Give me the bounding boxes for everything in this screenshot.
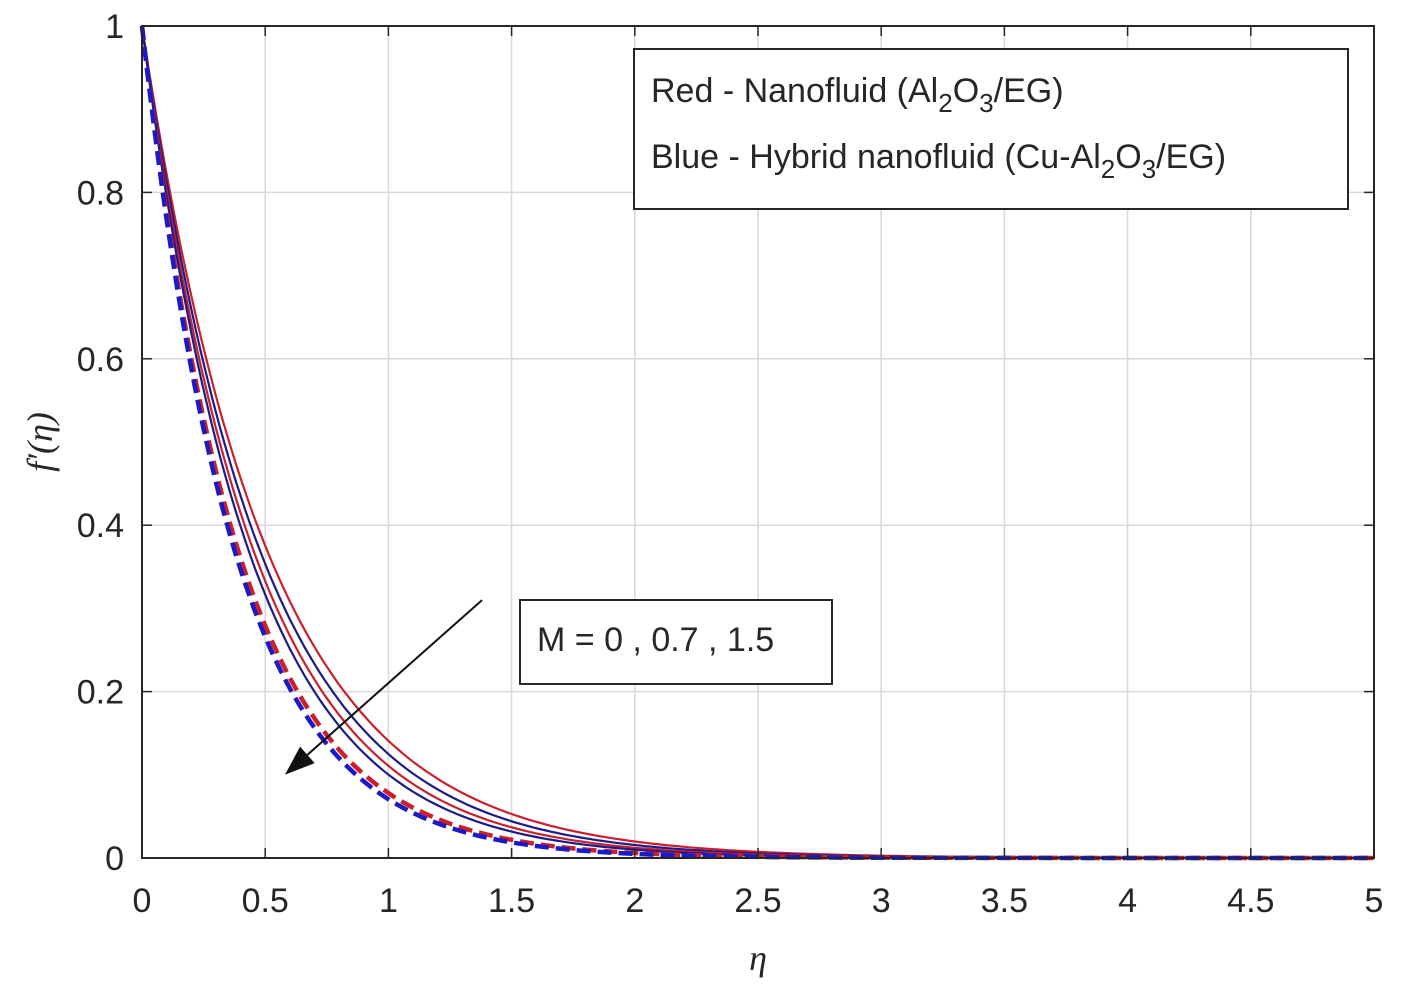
legend-entry-red: Red - Nanofluid (Al2O3/EG) (651, 72, 1064, 118)
legend-box (633, 48, 1349, 210)
legend-blue-suffix: /EG) (1156, 138, 1226, 176)
y-axis-label: f′(η) (20, 412, 60, 472)
y-tick-label: 0.4 (77, 507, 124, 545)
legend-blue-sub1: 2 (1101, 154, 1115, 184)
annotation-arrow (306, 599, 483, 756)
y-tick-label: 0.2 (77, 674, 124, 712)
legend-red-suffix: /EG) (994, 72, 1064, 110)
legend-red-sub1: 2 (938, 88, 952, 118)
x-tick-label: 4.5 (1227, 882, 1274, 920)
annotation-box (519, 599, 833, 685)
x-tick-label: 4 (1118, 882, 1137, 920)
legend-entry-blue: Blue - Hybrid nanofluid (Cu-Al2O3/EG) (651, 138, 1226, 184)
legend-blue-prefix: Blue - Hybrid nanofluid (Cu-Al (651, 138, 1101, 176)
y-tick-label: 0.8 (77, 174, 124, 212)
x-tick-label: 1.5 (488, 882, 535, 920)
x-tick-label: 5 (1365, 882, 1384, 920)
x-tick-label: 3.5 (981, 882, 1028, 920)
annotation: M = 0 , 0.7 , 1.5 (284, 599, 833, 775)
y-tick-label: 0 (105, 840, 124, 878)
y-tick-label: 0.6 (77, 341, 124, 379)
x-axis-label: η (749, 938, 767, 978)
legend-red-prefix: Red - Nanofluid (Al (651, 72, 938, 110)
annotation-arrowhead (284, 746, 315, 775)
x-tick-label: 3 (872, 882, 891, 920)
x-tick-label: 2 (625, 882, 644, 920)
legend: Red - Nanofluid (Al2O3/EG) Blue - Hybrid… (633, 48, 1349, 210)
x-tick-label: 2.5 (734, 882, 781, 920)
ticks: 0 0.5 1 1.5 2 2.5 3 3.5 4 4.5 5 0 0.2 0.4 0.6 0.8 1 (77, 8, 1384, 920)
legend-blue-mid: O (1115, 138, 1141, 176)
x-tick-label: 0.5 (242, 882, 289, 920)
y-tick-label: 1 (105, 8, 124, 46)
x-tick-label: 1 (379, 882, 398, 920)
legend-blue-sub2: 3 (1142, 154, 1156, 184)
x-tick-label: 0 (133, 882, 152, 920)
legend-red-sub2: 3 (979, 88, 993, 118)
annotation-text: M = 0 , 0.7 , 1.5 (537, 621, 774, 659)
legend-red-mid: O (953, 72, 979, 110)
